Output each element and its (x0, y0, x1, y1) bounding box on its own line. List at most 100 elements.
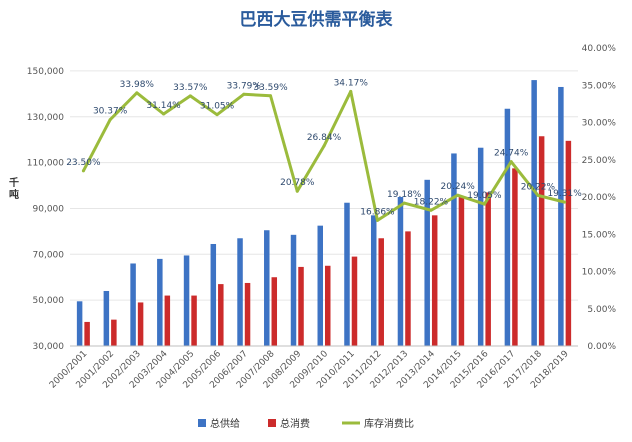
bar-total-supply (504, 108, 511, 346)
ratio-point (322, 144, 326, 148)
ratio-data-label: 19.05% (467, 191, 502, 201)
bar-total-supply (451, 153, 457, 346)
bar-total-consumption (111, 319, 117, 346)
ratio-data-label: 26.84% (307, 133, 342, 143)
ratio-point (81, 169, 85, 173)
ratio-data-label: 23.50% (66, 158, 101, 168)
bar-total-consumption (191, 295, 197, 346)
ratio-data-label: 33.98% (120, 80, 155, 90)
ratio-point (482, 202, 486, 206)
ratio-data-label: 33.59% (253, 83, 288, 93)
y2-tick-label: 5.00% (587, 305, 616, 315)
y-tick-label: 70,000 (33, 250, 65, 260)
line-layer: 23.50% 30.37% 33.98% 31.14% 33.57% 31.05% 33.7… (66, 78, 582, 222)
y2-tick-label: 10.00% (582, 268, 617, 278)
y-tick-label: 30,000 (33, 342, 65, 352)
ratio-point (349, 89, 353, 93)
ratio-point (456, 193, 460, 197)
bar-total-supply (103, 290, 110, 346)
ratio-point (162, 112, 166, 116)
ratio-data-label: 20.78% (280, 178, 315, 188)
bar-total-supply (344, 202, 350, 346)
bar-total-consumption (244, 282, 251, 346)
y-tick-label: 50,000 (33, 296, 65, 306)
bar-total-supply (157, 258, 163, 346)
bar-total-consumption (351, 256, 358, 346)
ratio-data-label: 31.05% (200, 102, 235, 112)
ratio-data-label: 24.74% (494, 149, 529, 159)
bar-total-supply (290, 234, 297, 346)
bar-total-consumption (458, 197, 465, 346)
y2-tick-label: 35.00% (582, 81, 617, 91)
bar-total-consumption (565, 140, 572, 346)
ratio-point (135, 91, 139, 95)
y2-tick-label: 20.00% (582, 193, 617, 203)
bar-total-consumption (378, 238, 384, 346)
ratio-point (269, 94, 273, 98)
ratio-data-label: 16.86% (360, 207, 395, 217)
y-tick-label: 130,000 (27, 113, 64, 123)
y2-tick-label: 30.00% (582, 119, 617, 129)
bar-total-supply (397, 197, 404, 346)
ratio-data-label: 19.31% (547, 189, 582, 199)
bar-total-consumption (325, 265, 331, 346)
ratio-point (563, 200, 567, 204)
legend: 总供给 总消费 库存消费比 (198, 417, 414, 430)
ratio-data-label: 34.17% (334, 78, 369, 88)
ratio-point (295, 189, 299, 193)
bar-total-consumption (512, 168, 518, 346)
bar-total-consumption (538, 136, 545, 346)
ratio-data-label: 30.37% (93, 107, 128, 117)
bars-layer (76, 80, 572, 346)
ratio-data-label: 20.22% (521, 182, 556, 192)
bar-total-supply (477, 147, 484, 346)
bar-total-supply (130, 263, 136, 346)
y-tick-label: 90,000 (33, 204, 65, 214)
ratio-point (188, 94, 192, 98)
bar-total-supply (370, 215, 377, 346)
y2-tick-label: 15.00% (582, 230, 617, 240)
bar-total-consumption (298, 266, 304, 346)
legend-label: 总消费 (280, 417, 310, 430)
ratio-point (536, 193, 540, 197)
bar-total-consumption (271, 277, 278, 346)
ratio-point (375, 218, 379, 222)
grid-layer (70, 70, 578, 347)
ratio-data-label: 31.14% (146, 101, 181, 111)
bar-total-supply (264, 230, 270, 346)
bar-total-supply (317, 225, 323, 346)
y-tick-label: 150,000 (27, 67, 64, 77)
ratio-point (402, 201, 406, 205)
bar-total-supply (237, 238, 243, 346)
y2-tick-label: 40.00% (582, 44, 617, 54)
bar-total-supply (531, 80, 537, 346)
bar-total-supply (76, 301, 83, 346)
bar-total-supply (558, 86, 564, 346)
bar-total-consumption (137, 302, 144, 346)
bar-total-consumption (164, 295, 171, 346)
bar-total-supply (424, 179, 430, 346)
bar-total-supply (183, 255, 190, 346)
ratio-data-label: 33.79% (227, 81, 262, 91)
ratio-point (509, 160, 513, 164)
legend-swatch (198, 419, 206, 427)
y-axis-label: 千吨 (9, 176, 19, 201)
legend-label: 总供给 (210, 417, 240, 430)
legend-swatch (268, 419, 276, 427)
bar-total-consumption (485, 192, 491, 346)
chart-title: 巴西大豆供需平衡表 (240, 9, 394, 30)
ratio-data-label: 18.22% (414, 197, 449, 207)
bar-total-consumption (218, 284, 224, 346)
ratio-point (215, 113, 219, 117)
ratio-data-label: 19.18% (387, 190, 422, 200)
bar-total-consumption (405, 231, 411, 346)
ratio-point (429, 208, 433, 212)
ratio-data-label: 20.24% (441, 182, 476, 192)
y-tick-label: 110,000 (27, 159, 64, 169)
bar-total-consumption (431, 215, 438, 346)
bar-total-supply (210, 243, 217, 346)
ratio-point (242, 92, 246, 96)
legend-label: 库存消费比 (364, 417, 414, 430)
